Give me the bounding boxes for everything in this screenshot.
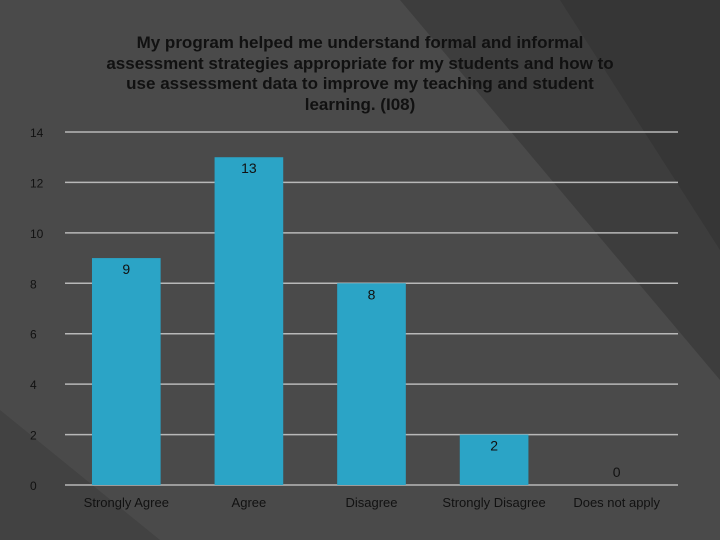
- y-tick-label: 0: [30, 479, 37, 493]
- y-tick-label: 14: [30, 126, 44, 140]
- data-label: 13: [241, 160, 257, 176]
- x-axis-ticks: Strongly Agree Agree Disagree Strongly Disa…: [84, 495, 661, 510]
- y-tick-label: 12: [30, 176, 44, 190]
- bar: [214, 157, 284, 485]
- y-tick-label: 2: [30, 429, 37, 443]
- data-labels: 9 13 8 2 0: [122, 160, 620, 480]
- chart-title: My program helped me understand formal a…: [106, 33, 614, 114]
- y-tick-label: 4: [30, 378, 37, 392]
- data-label: 0: [613, 464, 621, 480]
- x-tick-label: Disagree: [345, 495, 397, 510]
- x-tick-label: Strongly Disagree: [442, 495, 545, 510]
- y-tick-label: 10: [30, 227, 44, 241]
- bar: [459, 434, 529, 485]
- bars: [91, 157, 529, 485]
- y-axis-ticks: 0 2 4 6 8 10 12 14: [30, 126, 44, 493]
- x-tick-label: Does not apply: [573, 495, 660, 510]
- data-label: 2: [490, 438, 498, 454]
- y-tick-label: 6: [30, 328, 37, 342]
- bar: [91, 258, 161, 485]
- bar: [337, 283, 406, 485]
- data-label: 9: [122, 261, 130, 277]
- y-tick-label: 8: [30, 277, 37, 291]
- x-tick-label: Strongly Agree: [84, 495, 169, 510]
- data-label: 8: [368, 286, 376, 302]
- x-tick-label: Agree: [232, 495, 267, 510]
